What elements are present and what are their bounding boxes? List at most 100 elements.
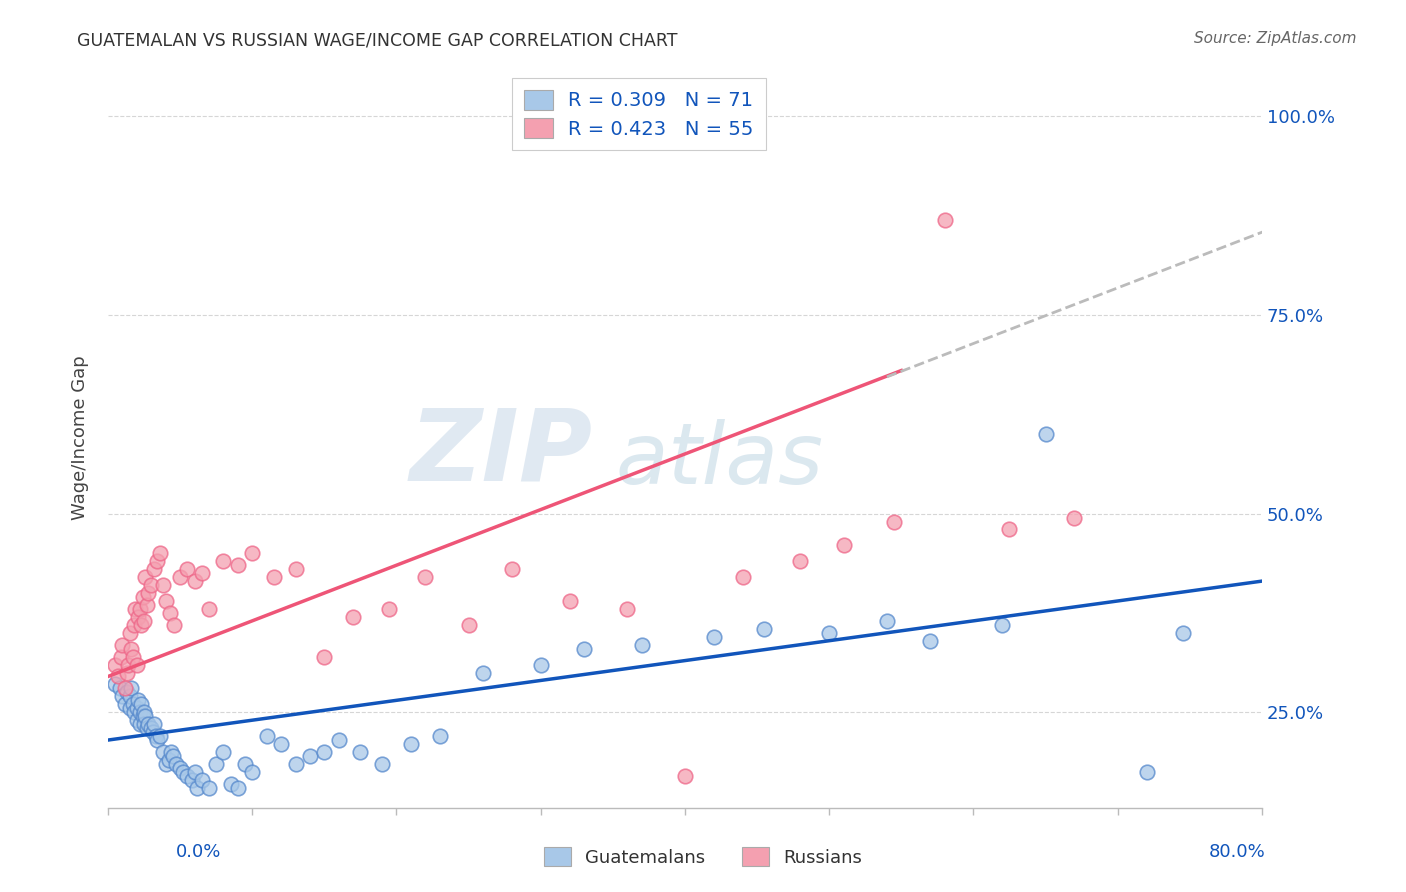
Text: 0.0%: 0.0% bbox=[176, 843, 221, 861]
Point bbox=[136, 721, 159, 735]
Point bbox=[832, 538, 855, 552]
Point bbox=[141, 578, 163, 592]
Text: Source: ZipAtlas.com: Source: ZipAtlas.com bbox=[1194, 31, 1357, 46]
Point bbox=[754, 622, 776, 636]
Point bbox=[378, 602, 401, 616]
Point bbox=[263, 570, 285, 584]
Point bbox=[114, 681, 136, 696]
Point bbox=[233, 756, 256, 771]
Point bbox=[183, 574, 205, 588]
Point bbox=[146, 554, 169, 568]
Point bbox=[226, 780, 249, 795]
Point bbox=[115, 685, 138, 699]
Point bbox=[125, 713, 148, 727]
Point bbox=[110, 649, 132, 664]
Point bbox=[413, 570, 436, 584]
Point bbox=[198, 602, 221, 616]
Point bbox=[120, 641, 142, 656]
Point bbox=[176, 769, 198, 783]
Point bbox=[270, 737, 292, 751]
Point bbox=[501, 562, 523, 576]
Point bbox=[121, 698, 143, 712]
Point bbox=[934, 212, 956, 227]
Point bbox=[128, 717, 150, 731]
Point bbox=[111, 638, 134, 652]
Point bbox=[108, 681, 131, 696]
Point bbox=[152, 745, 174, 759]
Point bbox=[284, 756, 307, 771]
Point bbox=[240, 546, 263, 560]
Point bbox=[138, 586, 160, 600]
Point bbox=[429, 729, 451, 743]
Point bbox=[122, 617, 145, 632]
Point bbox=[111, 690, 134, 704]
Point bbox=[198, 780, 221, 795]
Point bbox=[114, 698, 136, 712]
Point bbox=[457, 617, 479, 632]
Point bbox=[190, 566, 212, 581]
Point bbox=[159, 606, 181, 620]
Point bbox=[883, 515, 905, 529]
Point bbox=[143, 562, 166, 576]
Point bbox=[349, 745, 371, 759]
Point bbox=[342, 610, 364, 624]
Point bbox=[183, 764, 205, 779]
Point bbox=[131, 709, 153, 723]
Point bbox=[125, 701, 148, 715]
Point bbox=[298, 748, 321, 763]
Point bbox=[240, 764, 263, 779]
Point bbox=[616, 602, 638, 616]
Point bbox=[143, 717, 166, 731]
Point bbox=[314, 745, 336, 759]
Point bbox=[673, 769, 696, 783]
Point bbox=[107, 669, 129, 683]
Text: ZIP: ZIP bbox=[409, 404, 593, 501]
Point bbox=[1135, 764, 1157, 779]
Point bbox=[572, 641, 595, 656]
Point bbox=[205, 756, 228, 771]
Point bbox=[176, 562, 198, 576]
Point bbox=[169, 570, 191, 584]
Point bbox=[129, 617, 152, 632]
Point bbox=[122, 705, 145, 719]
Point bbox=[256, 729, 278, 743]
Point bbox=[399, 737, 422, 751]
Point bbox=[186, 780, 208, 795]
Point bbox=[219, 777, 242, 791]
Point bbox=[789, 554, 811, 568]
Point bbox=[118, 701, 141, 715]
Text: 80.0%: 80.0% bbox=[1209, 843, 1265, 861]
Point bbox=[129, 698, 152, 712]
Point bbox=[472, 665, 495, 680]
Point bbox=[630, 638, 652, 652]
Point bbox=[169, 761, 191, 775]
Point bbox=[190, 772, 212, 787]
Point bbox=[155, 756, 177, 771]
Point bbox=[128, 705, 150, 719]
Point bbox=[149, 546, 172, 560]
Point bbox=[141, 721, 163, 735]
Point bbox=[118, 625, 141, 640]
Point bbox=[558, 594, 581, 608]
Point bbox=[172, 764, 194, 779]
Point bbox=[731, 570, 754, 584]
Point bbox=[876, 614, 898, 628]
Legend: Guatemalans, Russians: Guatemalans, Russians bbox=[537, 840, 869, 874]
Point bbox=[146, 733, 169, 747]
Point bbox=[180, 772, 202, 787]
Legend: R = 0.309   N = 71, R = 0.423   N = 55: R = 0.309 N = 71, R = 0.423 N = 55 bbox=[512, 78, 765, 151]
Point bbox=[134, 570, 156, 584]
Point bbox=[818, 625, 841, 640]
Point bbox=[128, 602, 150, 616]
Y-axis label: Wage/Income Gap: Wage/Income Gap bbox=[72, 356, 89, 520]
Point bbox=[920, 633, 942, 648]
Text: GUATEMALAN VS RUSSIAN WAGE/INCOME GAP CORRELATION CHART: GUATEMALAN VS RUSSIAN WAGE/INCOME GAP CO… bbox=[77, 31, 678, 49]
Point bbox=[127, 610, 149, 624]
Point bbox=[1063, 510, 1085, 524]
Point bbox=[1171, 625, 1194, 640]
Point bbox=[314, 649, 336, 664]
Point bbox=[134, 709, 156, 723]
Point bbox=[124, 602, 146, 616]
Point bbox=[125, 657, 148, 672]
Point bbox=[165, 756, 187, 771]
